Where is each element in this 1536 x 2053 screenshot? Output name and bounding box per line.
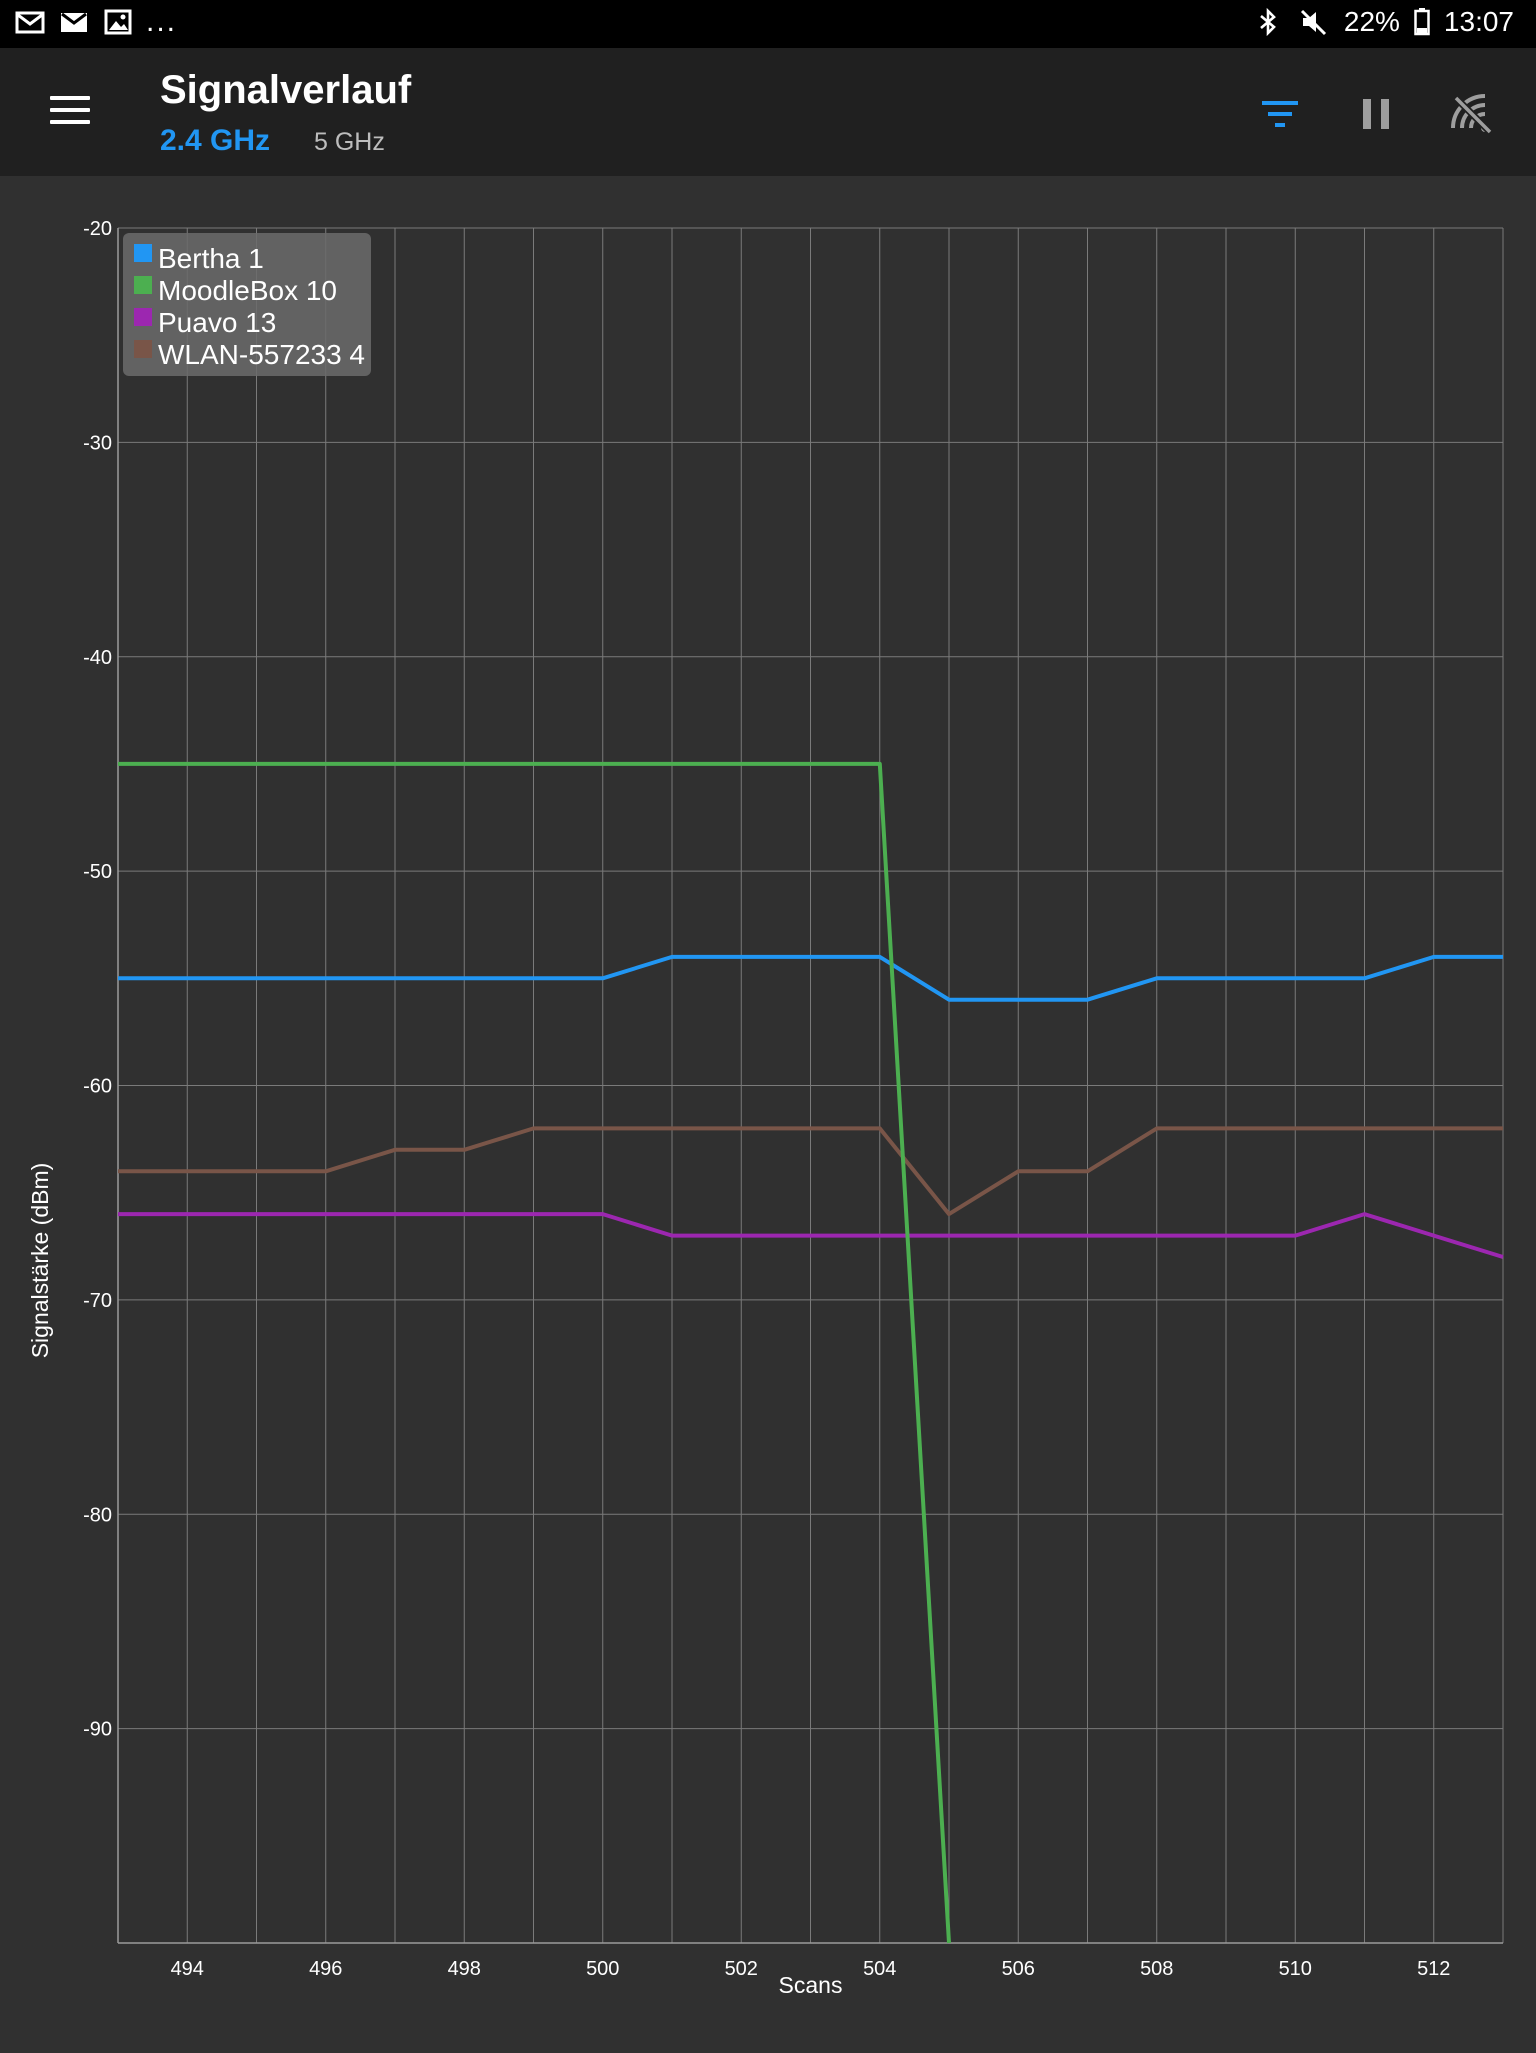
tab-2-4-ghz[interactable]: 2.4 GHz: [160, 124, 271, 157]
y-axis-label: Signalstärke (dBm): [27, 1163, 53, 1359]
more-notifications: ...: [146, 5, 178, 38]
y-tick-label: -70: [83, 1290, 112, 1312]
x-tick-label: 504: [863, 1958, 896, 1980]
y-tick-label: -20: [83, 218, 112, 240]
x-tick-label: 494: [171, 1958, 204, 1980]
x-tick-label: 496: [309, 1958, 342, 1980]
page-title: Signalverlauf: [160, 68, 412, 112]
bluetooth-icon: [1260, 7, 1276, 37]
x-tick-label: 512: [1417, 1958, 1450, 1980]
y-tick-label: -50: [83, 861, 112, 883]
x-tick-label: 508: [1140, 1958, 1173, 1980]
grid: [117, 227, 1504, 1944]
series-line-3: [118, 1126, 1503, 1217]
series-line-1: [118, 761, 951, 1944]
x-tick-label: 498: [448, 1958, 481, 1980]
status-bar: ... 22% 13:07: [0, 0, 1536, 48]
legend-swatch: [134, 308, 152, 326]
email-icon: [15, 11, 45, 34]
series-line-0: [118, 954, 1503, 1002]
clock: 13:07: [1443, 6, 1514, 37]
menu-icon[interactable]: [50, 92, 94, 132]
legend-swatch: [134, 340, 152, 358]
signal-history-chart[interactable]: 494 496 498 500 502 504 506 508 510 512 -20 -30 -40 -…: [0, 176, 1536, 2048]
y-tick-label: -30: [83, 432, 112, 454]
legend-swatch: [134, 244, 152, 262]
battery-percent: 22%: [1343, 6, 1400, 37]
filter-icon[interactable]: [1256, 90, 1304, 138]
tab-5-ghz[interactable]: 5 GHz: [314, 128, 385, 156]
app-bar: Signalverlauf 2.4 GHz 5 GHz: [0, 48, 1536, 176]
legend-swatch: [134, 276, 152, 294]
x-tick-label: 506: [1002, 1958, 1035, 1980]
y-tick-label: -40: [83, 647, 112, 669]
series-lines: [118, 761, 1504, 1944]
y-tick-label: -60: [83, 1076, 112, 1098]
image-icon: [104, 9, 132, 35]
x-tick-label: 500: [586, 1958, 619, 1980]
y-tick-label: -90: [83, 1719, 112, 1741]
pause-icon[interactable]: [1352, 90, 1400, 138]
wifi-scan-off-icon[interactable]: [1448, 90, 1496, 138]
notification-icons: ...: [14, 6, 177, 38]
legend-entry: WLAN-557233 4: [158, 339, 365, 370]
x-axis-label: Scans: [779, 1972, 843, 1998]
series-line-2: [118, 1212, 1504, 1259]
legend-box: [123, 233, 371, 376]
mute-icon: [1300, 9, 1326, 36]
tick-labels: 494 496 498 500 502 504 506 508 510 512 -20 -30 -40 -…: [83, 218, 1450, 1980]
x-tick-label: 502: [725, 1958, 758, 1980]
x-tick-label: 510: [1279, 1958, 1312, 1980]
chart-area: 494 496 498 500 502 504 506 508 510 512 -20 -30 -40 -…: [0, 176, 1536, 2048]
battery-icon: [1414, 8, 1430, 36]
legend-entry: MoodleBox 10: [158, 275, 337, 306]
mail-icon: [61, 12, 87, 32]
y-tick-label: -80: [83, 1504, 112, 1526]
legend-entry: Puavo 13: [158, 307, 276, 338]
system-icons: 22% 13:07: [1252, 6, 1514, 38]
legend-entry: Bertha 1: [158, 243, 264, 274]
